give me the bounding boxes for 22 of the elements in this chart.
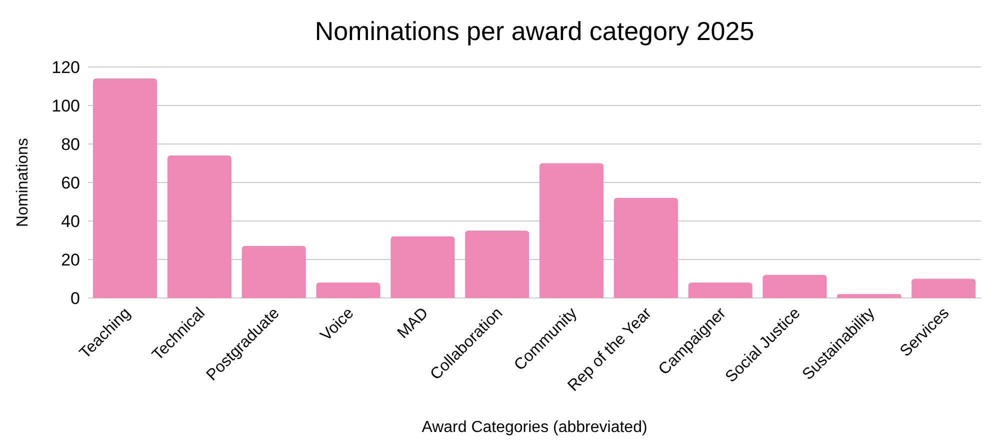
bar [762, 274, 827, 298]
y-axis-title: Nominations [14, 138, 32, 227]
bar [390, 236, 455, 298]
bar [540, 163, 604, 298]
bar [93, 78, 157, 298]
bar [614, 198, 678, 298]
y-tick-label: 0 [70, 289, 80, 308]
y-tick-label: 120 [52, 58, 80, 78]
bar [837, 294, 902, 298]
bar [688, 282, 752, 298]
y-tick-label: 60 [61, 174, 80, 193]
y-tick-label: 20 [61, 250, 80, 270]
y-tick-label: 40 [61, 212, 80, 232]
bar [912, 278, 976, 298]
y-tick-label: 100 [52, 96, 80, 116]
bar [242, 246, 306, 298]
bar [465, 230, 530, 298]
bar [316, 282, 380, 298]
chart-title: Nominations per award category 2025 [314, 16, 756, 47]
y-tick-label: 80 [61, 135, 80, 154]
x-axis-title: Award Categories (abbreviated) [422, 419, 648, 436]
bar [167, 156, 232, 298]
